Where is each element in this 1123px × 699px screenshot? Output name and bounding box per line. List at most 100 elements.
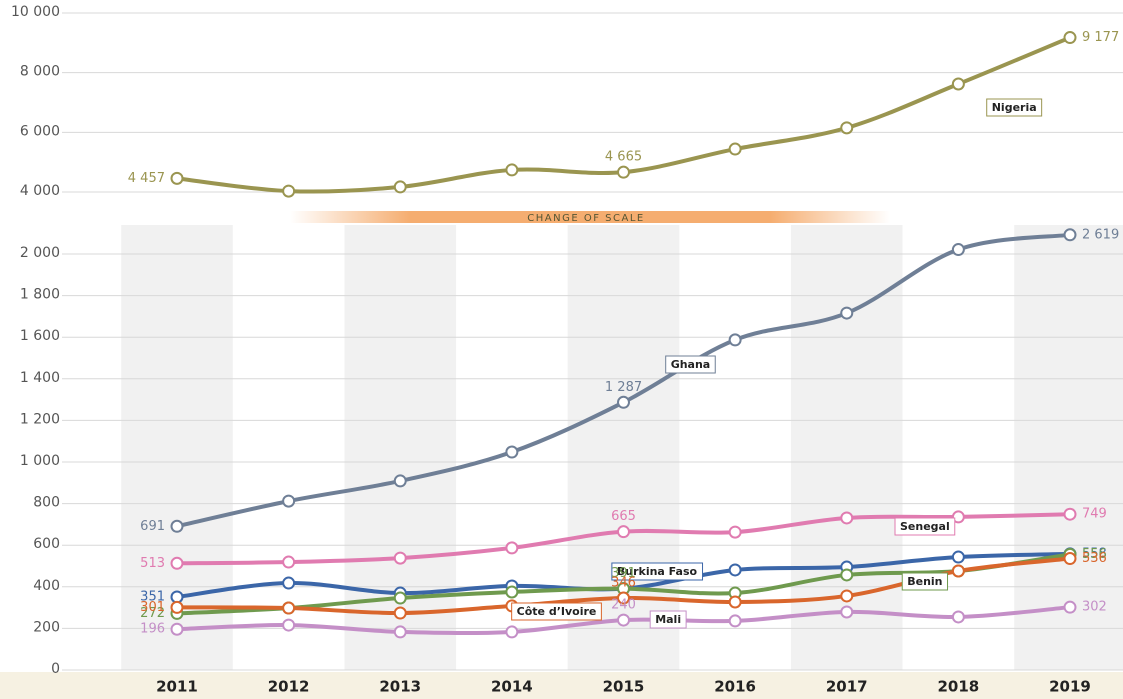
x-tick-label: 2015	[603, 678, 645, 696]
data-point	[840, 511, 854, 525]
data-point	[951, 610, 965, 624]
value-label: 346	[611, 576, 636, 591]
y-tick-label: 1 000	[20, 453, 60, 469]
x-tick-label: 2011	[156, 678, 198, 696]
data-point	[1063, 552, 1077, 566]
value-label: 558	[1082, 546, 1107, 561]
y-tick-label: 6 000	[20, 123, 60, 139]
y-tick-label: 1 200	[20, 411, 60, 427]
data-point	[728, 333, 742, 347]
series-name-box	[611, 562, 704, 581]
y-tick-label: 10 000	[11, 4, 60, 20]
data-point	[840, 568, 854, 582]
value-label: 9 177	[1082, 30, 1119, 45]
y-tick-label: 800	[33, 495, 60, 511]
data-point	[617, 591, 630, 605]
series-name: Mali	[655, 613, 681, 626]
value-label: 536	[1082, 551, 1107, 566]
y-tick-label: 0	[51, 661, 60, 677]
data-point	[282, 601, 296, 615]
data-point	[170, 556, 184, 570]
data-point	[170, 622, 184, 636]
x-tick-label: 2019	[1049, 678, 1091, 696]
data-point	[393, 625, 407, 639]
series-name: Burkina Faso	[617, 565, 698, 578]
data-point	[728, 142, 742, 156]
data-point	[393, 474, 407, 488]
series-name-box	[649, 610, 687, 629]
value-label: 4 457	[128, 171, 165, 186]
value-label: 240	[611, 598, 636, 613]
data-point	[505, 445, 519, 459]
x-tick-label: 2016	[714, 678, 756, 696]
data-point	[505, 541, 519, 555]
data-point	[1063, 228, 1077, 242]
value-label: 302	[1082, 600, 1107, 615]
data-point	[951, 77, 965, 91]
series-name-box	[901, 572, 949, 591]
data-point	[170, 590, 184, 604]
value-label: 665	[611, 509, 636, 524]
data-point	[840, 121, 854, 135]
x-tick-label: 2017	[826, 678, 868, 696]
year-strip	[0, 672, 1123, 699]
data-point	[170, 519, 184, 533]
y-tick-label: 200	[33, 619, 60, 635]
y-tick-label: 400	[33, 578, 60, 594]
data-point	[951, 564, 965, 578]
data-point	[728, 525, 742, 539]
y-tick-label: 4 000	[20, 183, 60, 199]
data-point	[505, 163, 519, 177]
y-tick-label: 1 600	[20, 328, 60, 344]
data-point	[617, 525, 630, 539]
value-label: 196	[140, 622, 165, 637]
data-point	[840, 589, 854, 603]
data-point	[840, 605, 854, 619]
y-tick-label: 1 800	[20, 287, 60, 303]
data-point	[393, 591, 407, 605]
value-label: 513	[140, 556, 165, 571]
data-point	[951, 243, 965, 257]
value-label: 4 665	[605, 150, 642, 165]
data-point	[728, 614, 742, 628]
value-label: 272	[140, 606, 165, 621]
data-point	[170, 600, 184, 614]
series-name: Côte d’Ivoire	[517, 605, 597, 618]
series-name-box	[986, 98, 1043, 117]
x-tick-label: 2018	[938, 678, 980, 696]
value-label: 556	[1082, 547, 1107, 562]
series-name: Nigeria	[992, 101, 1037, 114]
x-tick-label: 2014	[491, 678, 533, 696]
data-point	[170, 171, 184, 185]
data-point	[282, 618, 296, 632]
points	[170, 31, 1077, 639]
series-name: Benin	[907, 575, 942, 588]
y-tick-label: 1 400	[20, 370, 60, 386]
data-point	[1063, 31, 1077, 45]
scale-break-band	[290, 211, 890, 223]
y-tick-label: 2 000	[20, 245, 60, 261]
data-point	[393, 551, 407, 565]
data-point	[617, 395, 630, 409]
data-point	[282, 494, 296, 508]
series-name-box	[894, 517, 956, 536]
series-name-box	[665, 355, 716, 374]
value-label: 749	[1082, 507, 1107, 522]
data-point	[951, 510, 965, 524]
series-name: Ghana	[671, 358, 711, 371]
value-label: 301	[140, 600, 165, 615]
value-label: 1 287	[605, 380, 642, 395]
value-label: 691	[140, 519, 165, 534]
scale-break-label: CHANGE OF SCALE	[527, 213, 644, 224]
data-point	[393, 180, 407, 194]
y-tick-label: 8 000	[20, 64, 60, 80]
data-point	[728, 595, 742, 609]
data-point	[282, 576, 296, 590]
data-point	[393, 606, 407, 620]
data-point	[617, 165, 630, 179]
series-name: Senegal	[900, 520, 950, 533]
y-tick-label: 600	[33, 536, 60, 552]
column-shade	[1014, 225, 1123, 670]
value-label: 391	[611, 566, 636, 581]
